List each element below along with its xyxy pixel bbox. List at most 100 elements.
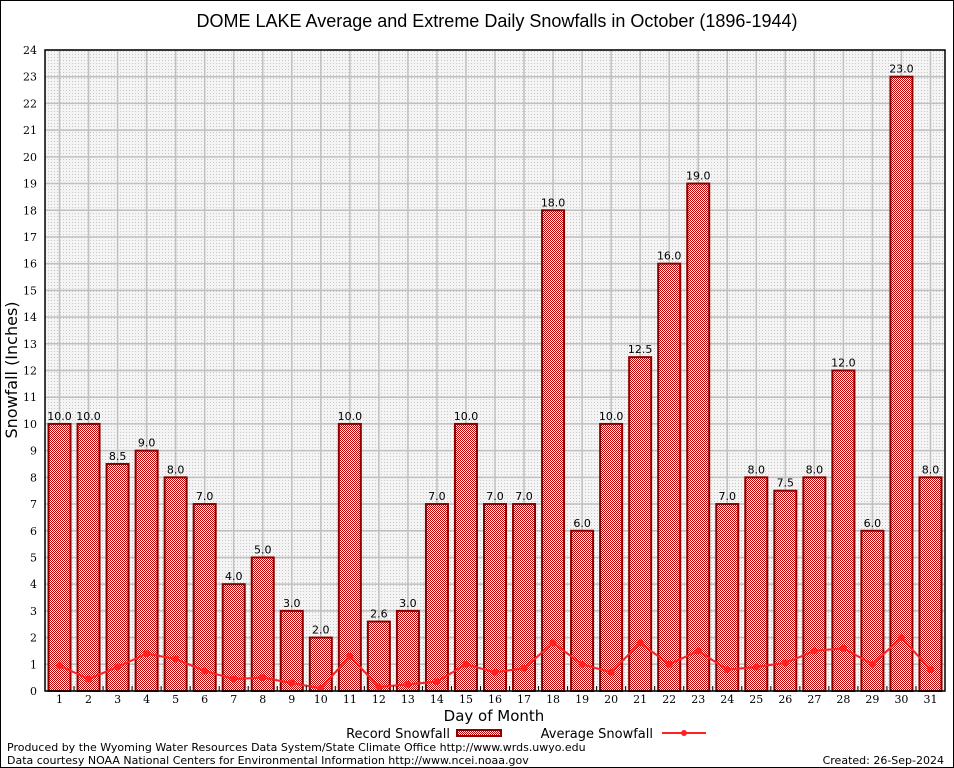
average-point-day-14 — [433, 678, 441, 686]
y-tick-label: 6 — [30, 525, 37, 538]
bar-record-day-7 — [221, 583, 246, 693]
x-tick-label: 9 — [288, 693, 295, 706]
footer-courtesy: Data courtesy NOAA National Centers for … — [7, 754, 529, 767]
x-tick-label: 11 — [343, 693, 357, 706]
y-tick-label: 0 — [30, 685, 37, 698]
average-point-day-7 — [230, 675, 238, 683]
average-point-day-26 — [781, 659, 789, 667]
bar-data-label: 3.0 — [399, 597, 417, 610]
y-tick-label: 22 — [23, 97, 37, 110]
y-axis-label: Snowfall (Inches) — [2, 301, 21, 438]
legend-record-label: Record Snowfall — [346, 727, 450, 742]
x-tick-label: 20 — [604, 693, 618, 706]
x-tick-label: 30 — [894, 693, 908, 706]
bar-data-label: 7.0 — [515, 490, 533, 503]
bar-record-day-11 — [337, 422, 362, 692]
y-tick-label: 4 — [30, 578, 37, 591]
y-tick-label: 5 — [30, 551, 37, 564]
average-point-day-29 — [868, 660, 876, 668]
y-tick-label: 20 — [23, 151, 37, 164]
x-tick-label: 8 — [259, 693, 266, 706]
x-tick-label: 14 — [430, 693, 444, 706]
bar-data-label: 19.0 — [686, 170, 711, 183]
bar-data-label: 7.0 — [196, 490, 214, 503]
bar-data-label: 16.0 — [657, 250, 682, 263]
average-point-day-8 — [259, 674, 267, 682]
bar-data-label: 10.0 — [338, 410, 363, 423]
x-tick-label: 31 — [923, 693, 937, 706]
average-point-day-16 — [491, 668, 499, 676]
average-point-day-20 — [607, 668, 615, 676]
bar-data-label: 8.5 — [109, 450, 127, 463]
average-point-day-22 — [665, 660, 673, 668]
bar-record-day-20 — [599, 422, 624, 692]
bar-data-label: 23.0 — [889, 63, 914, 76]
bar-record-day-31 — [918, 476, 943, 693]
x-tick-label: 12 — [372, 693, 386, 706]
average-point-day-5 — [172, 655, 180, 663]
y-tick-label: 10 — [23, 418, 37, 431]
average-point-day-9 — [288, 679, 296, 687]
x-tick-label: 26 — [778, 693, 792, 706]
average-point-day-23 — [694, 647, 702, 655]
bar-data-label: 12.0 — [831, 357, 856, 370]
bar-record-day-6 — [192, 503, 217, 692]
y-tick-label: 15 — [23, 284, 37, 297]
average-point-day-15 — [462, 660, 470, 668]
x-tick-label: 13 — [401, 693, 415, 706]
y-tick-label: 21 — [23, 124, 37, 137]
plot-border — [44, 49, 946, 692]
x-tick-label: 10 — [314, 693, 328, 706]
average-point-day-1 — [56, 662, 64, 670]
bar-record-day-12 — [366, 620, 391, 693]
average-point-day-19 — [578, 660, 586, 668]
footer-produced-by: Produced by the Wyoming Water Resources … — [7, 741, 586, 754]
average-point-day-4 — [143, 650, 151, 658]
y-tick-label: 18 — [23, 204, 37, 217]
legend-average-label: Average Snowfall — [541, 727, 653, 742]
bar-record-day-30 — [889, 75, 914, 693]
average-point-day-25 — [752, 663, 760, 671]
legend: Record Snowfall Average Snowfall — [346, 727, 706, 742]
average-point-day-10 — [317, 684, 325, 692]
bar-record-day-13 — [395, 609, 420, 692]
bar-record-day-18 — [541, 209, 566, 692]
bar-record-day-10 — [308, 636, 333, 692]
x-tick-label: 4 — [143, 693, 150, 706]
x-tick-label: 17 — [517, 693, 531, 706]
x-tick-label: 3 — [114, 693, 121, 706]
chart-title: DOME LAKE Average and Extreme Daily Snow… — [197, 11, 798, 31]
x-tick-label: 21 — [633, 693, 647, 706]
bar-record-day-25 — [744, 476, 769, 693]
bar-data-label: 10.0 — [454, 410, 479, 423]
x-tick-label: 6 — [201, 693, 208, 706]
x-tick-label: 15 — [459, 693, 473, 706]
bar-data-label: 8.0 — [167, 463, 185, 476]
bar-data-label: 3.0 — [283, 597, 301, 610]
average-point-day-12 — [375, 683, 383, 691]
bar-data-label: 10.0 — [47, 410, 72, 423]
bar-record-day-9 — [279, 609, 304, 692]
average-point-day-18 — [549, 639, 557, 647]
bar-data-label: 10.0 — [599, 410, 624, 423]
y-tick-label: 8 — [30, 471, 37, 484]
x-tick-label: 25 — [749, 693, 763, 706]
bar-data-label: 2.6 — [370, 608, 388, 621]
x-tick-label: 29 — [865, 693, 879, 706]
x-tick-label: 28 — [836, 693, 850, 706]
bar-record-day-2 — [76, 422, 101, 692]
bar-record-day-27 — [802, 476, 827, 693]
bar-record-day-15 — [453, 422, 478, 692]
y-tick-label: 24 — [23, 44, 37, 57]
average-point-day-13 — [404, 680, 412, 688]
bar-data-label: 12.5 — [628, 343, 653, 356]
bar-data-label: 7.0 — [719, 490, 737, 503]
bar-data-label: 9.0 — [138, 437, 156, 450]
x-tick-label: 27 — [807, 693, 821, 706]
average-point-day-6 — [201, 667, 209, 675]
bar-record-day-8 — [250, 556, 275, 692]
x-tick-label: 1 — [56, 693, 63, 706]
average-point-day-3 — [114, 663, 122, 671]
bar-record-day-1 — [47, 422, 72, 692]
